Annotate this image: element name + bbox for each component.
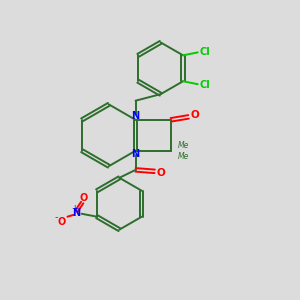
Text: Cl: Cl (200, 80, 211, 90)
Text: Me: Me (178, 141, 190, 150)
Text: O: O (58, 217, 66, 227)
Text: N: N (131, 111, 140, 121)
Text: -: - (55, 212, 58, 222)
Text: O: O (79, 193, 88, 203)
Text: O: O (190, 110, 199, 120)
Text: +: + (72, 204, 78, 213)
Text: O: O (156, 168, 165, 178)
Text: Me: Me (178, 152, 190, 160)
Text: N: N (72, 208, 80, 218)
Text: N: N (131, 149, 140, 159)
Text: Cl: Cl (200, 47, 211, 57)
